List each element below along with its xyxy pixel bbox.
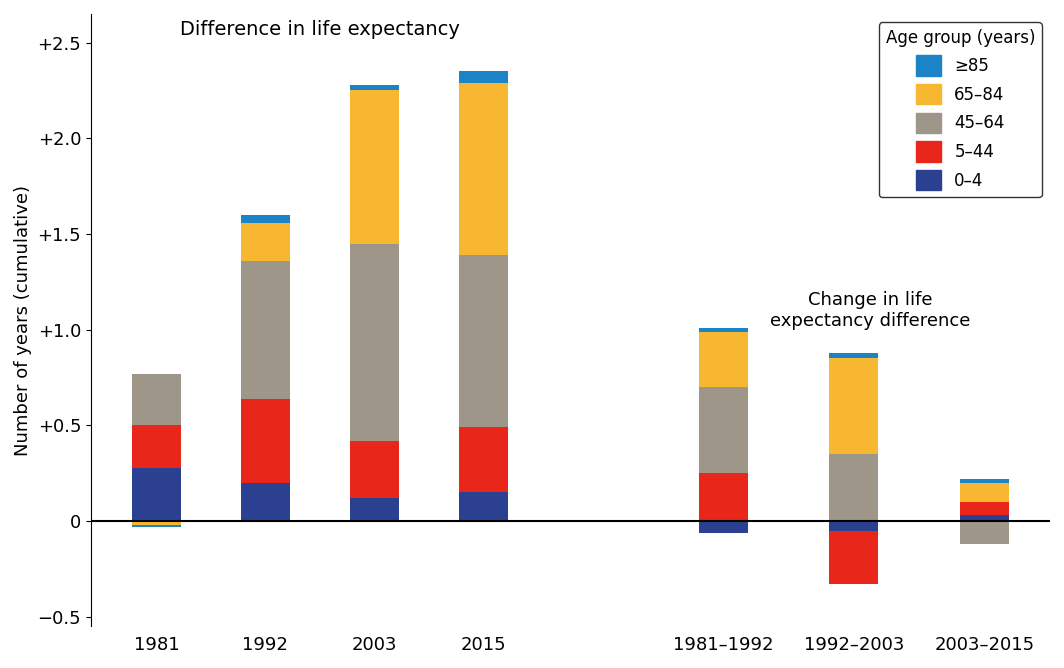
Bar bbox=[132, 426, 181, 468]
Bar bbox=[132, 373, 181, 426]
Bar bbox=[350, 90, 399, 244]
Bar bbox=[829, 521, 879, 530]
Bar bbox=[132, 521, 181, 525]
Bar bbox=[829, 353, 879, 359]
Bar bbox=[350, 244, 399, 441]
Bar bbox=[699, 328, 748, 331]
Bar bbox=[240, 483, 289, 521]
Bar bbox=[459, 83, 508, 255]
Bar bbox=[240, 215, 289, 222]
Bar bbox=[960, 502, 1010, 516]
Bar bbox=[132, 525, 181, 527]
Bar bbox=[240, 261, 289, 399]
Bar bbox=[829, 530, 879, 584]
Bar bbox=[960, 479, 1010, 483]
Bar bbox=[459, 71, 508, 83]
Bar bbox=[960, 483, 1010, 502]
Text: Difference in life expectancy: Difference in life expectancy bbox=[180, 20, 460, 39]
Bar bbox=[350, 85, 399, 90]
Bar bbox=[350, 498, 399, 521]
Bar bbox=[829, 454, 879, 521]
Bar bbox=[350, 441, 399, 498]
Bar bbox=[960, 521, 1010, 544]
Text: Change in life
expectancy difference: Change in life expectancy difference bbox=[770, 291, 970, 330]
Bar bbox=[459, 255, 508, 428]
Bar bbox=[240, 399, 289, 483]
Legend: ≥85, 65–84, 45–64, 5–44, 0–4: ≥85, 65–84, 45–64, 5–44, 0–4 bbox=[879, 22, 1042, 197]
Bar bbox=[699, 521, 748, 532]
Bar bbox=[699, 387, 748, 473]
Bar bbox=[132, 468, 181, 521]
Bar bbox=[459, 428, 508, 492]
Bar bbox=[960, 516, 1010, 521]
Y-axis label: Number of years (cumulative): Number of years (cumulative) bbox=[14, 184, 32, 456]
Bar bbox=[699, 473, 748, 521]
Bar bbox=[699, 331, 748, 387]
Bar bbox=[240, 222, 289, 261]
Bar bbox=[459, 492, 508, 521]
Bar bbox=[829, 359, 879, 454]
